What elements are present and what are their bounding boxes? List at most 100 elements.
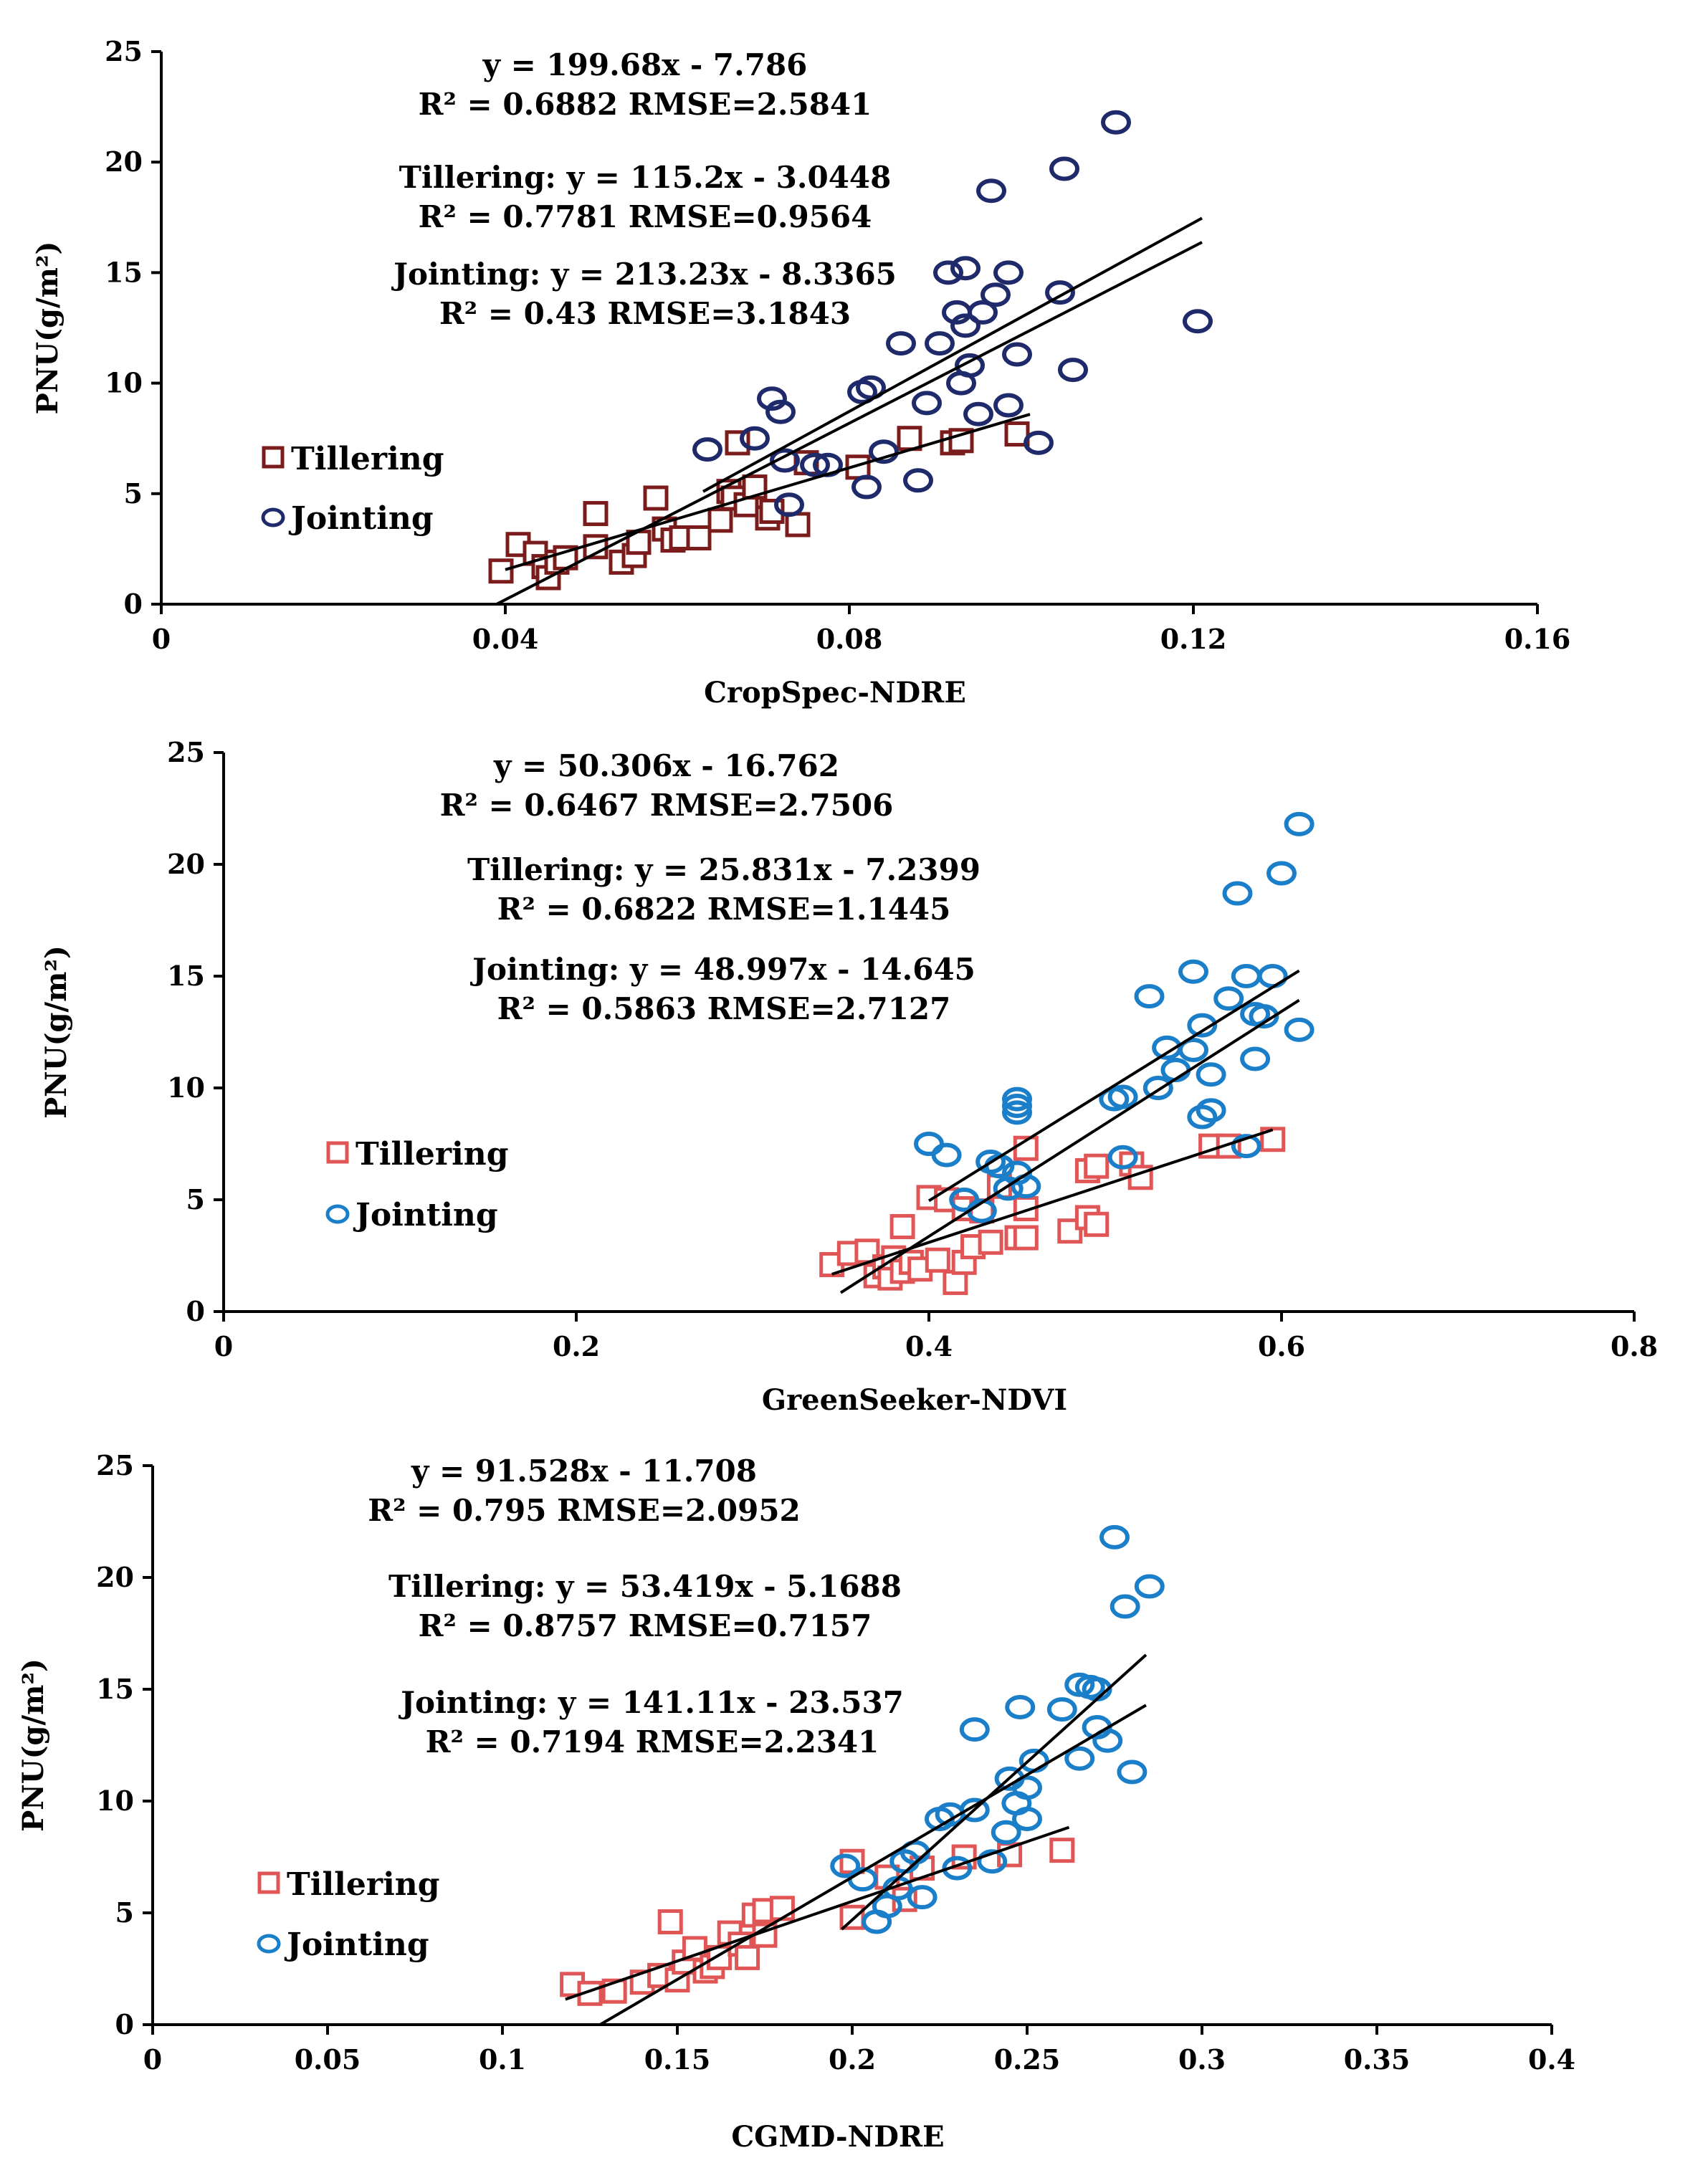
jointing-point: [1002, 1087, 1032, 1112]
x-tick-label: 0.08: [816, 623, 883, 655]
jointing-point: [869, 439, 899, 464]
trend-line-tillering: [831, 1128, 1274, 1276]
jointing-point: [1142, 1076, 1173, 1100]
jointing-point: [968, 300, 998, 325]
equation-stats: R² = 0.795 RMSE=2.0952: [368, 1493, 801, 1528]
jointing-point: [907, 1885, 938, 1910]
x-tick-label: 0.3: [1178, 2043, 1226, 2076]
legend-jointing-label: Jointing: [288, 500, 434, 537]
jointing-point: [830, 1853, 861, 1878]
legend-tillering-marker: [262, 446, 285, 469]
equation-stats: R² = 0.7781 RMSE=0.9564: [419, 199, 872, 234]
x-tick-label: 0.8: [1611, 1330, 1658, 1362]
jointing-point: [1134, 984, 1165, 1009]
y-tick-label: 0: [186, 1295, 205, 1327]
trend-line-jointing: [702, 216, 1203, 493]
jointing-point: [1005, 1694, 1036, 1719]
jointing-point: [1064, 1746, 1095, 1771]
tillering-point: [785, 512, 811, 538]
tillering-point: [686, 525, 712, 550]
jointing-point: [800, 452, 830, 477]
tillering-point: [725, 430, 750, 456]
tillering-point: [897, 426, 922, 452]
jointing-point: [1012, 1775, 1042, 1800]
y-tick-label: 0: [115, 2008, 134, 2040]
jointing-point: [1046, 1697, 1077, 1722]
tillering-point: [1084, 1211, 1110, 1237]
tillering-point: [978, 1229, 1003, 1255]
jointing-point: [1058, 358, 1088, 383]
tillering-point: [943, 1269, 968, 1295]
jointing-point: [963, 401, 993, 426]
jointing-point: [1018, 1748, 1049, 1773]
tillering-point: [1013, 1225, 1039, 1251]
jointing-point: [959, 1797, 990, 1823]
legend-tillering-label: Tillering: [291, 441, 444, 477]
x-tick-label: 0.35: [1344, 2043, 1411, 2076]
jointing-point: [903, 468, 933, 493]
jointing-point: [1107, 1145, 1138, 1170]
jointing-point: [770, 448, 800, 473]
equation-stats: R² = 0.5863 RMSE=2.7127: [497, 991, 951, 1026]
y-tick-label: 15: [105, 256, 143, 288]
jointing-point: [765, 399, 796, 424]
chart-panel-3: 0 5 10 15 20 25 0 0.05 0.1 0.15 0.2 0.25 0.3 0.35 0.4 C…: [16, 1449, 1575, 2154]
x-tick-label: 0.4: [1528, 2043, 1575, 2076]
equation-stats: R² = 0.8757 RMSE=0.7157: [419, 1608, 872, 1643]
equation-line: Jointing: y = 213.23x - 8.3365: [391, 257, 897, 292]
legend-tillering-label: Tillering: [356, 1136, 509, 1173]
jointing-point: [925, 331, 955, 356]
jointing-point: [1187, 1013, 1218, 1038]
legend-jointing-marker: [261, 507, 285, 527]
y-tick-label: 25: [96, 1449, 134, 1481]
jointing-point: [1002, 1093, 1032, 1118]
trend-line-tillering: [565, 1825, 1070, 2001]
jointing-point: [1049, 156, 1079, 181]
jointing-point: [1231, 1134, 1261, 1159]
jointing-point: [886, 331, 916, 356]
equation-line: Jointing: y = 141.11x - 23.537: [398, 1685, 904, 1720]
jointing-point: [931, 1142, 962, 1167]
jointing-point: [1266, 861, 1297, 886]
equation-stats: R² = 0.6467 RMSE=2.7506: [440, 788, 894, 823]
jointing-point: [1222, 881, 1253, 906]
equation-line: Tillering: y = 25.831x - 7.2399: [467, 852, 981, 887]
jointing-point: [856, 375, 886, 400]
y-axis-label: PNU(g/m²): [16, 1658, 50, 1832]
jointing-point: [977, 1849, 1008, 1874]
jointing-point: [912, 391, 942, 416]
x-tick-label: 0.1: [479, 2043, 526, 2076]
legend-jointing-marker: [257, 1934, 281, 1954]
tillering-point: [1049, 1838, 1075, 1863]
tillering-point: [488, 558, 514, 584]
trend-line-tillering: [505, 413, 1031, 571]
chart-panel-2: 0 5 10 15 20 25 0 0.2 0.4 0.6 0.8 GreenSeeker-NDVI P…: [39, 736, 1658, 1417]
jointing-point: [692, 437, 722, 462]
trend-line-all: [496, 241, 1203, 606]
jointing-point: [1110, 1594, 1140, 1619]
y-tick-label: 10: [96, 1785, 134, 1817]
jointing-point: [1002, 342, 1032, 367]
equation-line: Tillering: y = 53.419x - 5.1688: [388, 1569, 902, 1604]
legend-tillering-marker: [257, 1871, 280, 1894]
x-tick-label: 0.25: [994, 2043, 1061, 2076]
jointing-point: [1099, 1524, 1130, 1549]
jointing-point: [1092, 1728, 1123, 1753]
equation-line: y = 50.306x - 16.762: [493, 748, 839, 783]
equation-line: Jointing: y = 48.997x - 14.645: [469, 952, 975, 987]
jointing-point: [1012, 1806, 1042, 1831]
x-tick-label: 0.2: [829, 2043, 876, 2076]
tillering-point: [1084, 1153, 1110, 1179]
jointing-point: [1024, 430, 1054, 455]
x-tick-label: 0.15: [644, 2043, 711, 2076]
x-tick-label: 0.6: [1258, 1330, 1305, 1362]
jointing-point: [1187, 1104, 1218, 1130]
jointing-point: [1101, 110, 1131, 135]
y-axis-label: PNU(g/m²): [39, 945, 73, 1119]
jointing-point: [1284, 811, 1315, 836]
tillering-point: [735, 1944, 760, 1970]
jointing-point: [993, 393, 1024, 418]
tillering-point: [707, 507, 733, 533]
equation-stats: R² = 0.7194 RMSE=2.2341: [426, 1724, 879, 1759]
jointing-point: [1011, 1174, 1041, 1199]
